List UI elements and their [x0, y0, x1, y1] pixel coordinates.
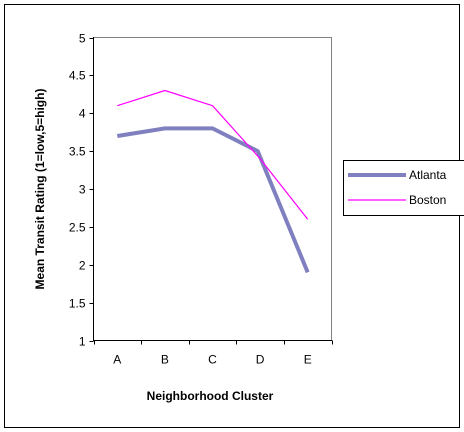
y-tick-label: 4.5: [69, 69, 86, 83]
x-tick-label: B: [161, 353, 169, 367]
y-tick-label: 2.5: [69, 221, 86, 235]
y-axis-ticks: 1 1.5 2 2.5 3 3.5 4 4.5 5: [69, 32, 94, 349]
legend: Atlanta Boston: [343, 160, 464, 216]
y-tick-label: 3: [79, 183, 86, 197]
y-axis-title: Mean Transit Rating (1=low,5=high): [33, 89, 47, 290]
x-axis-ticks: A B C D E: [94, 340, 333, 367]
x-tick-label: C: [208, 353, 217, 367]
series-layer: [116, 89, 310, 274]
y-tick-label: 5: [79, 32, 86, 46]
legend-label-boston: Boston: [409, 193, 446, 207]
legend-label-atlanta: Atlanta: [409, 168, 447, 182]
series-line-boston: [117, 89, 309, 220]
x-tick-label: E: [304, 353, 312, 367]
y-tick-label: 2: [79, 259, 86, 273]
series-line-atlanta: [116, 126, 310, 274]
x-tick-label: A: [113, 353, 121, 367]
legend-box: [343, 160, 464, 216]
y-tick-label: 1: [79, 335, 86, 349]
plot-area: [93, 37, 332, 341]
y-tick-label: 1.5: [69, 297, 86, 311]
x-tick-label: D: [256, 353, 265, 367]
y-tick-label: 3.5: [69, 145, 86, 159]
x-axis-title: Neighborhood Cluster: [147, 389, 274, 403]
y-tick-label: 4: [79, 107, 86, 121]
